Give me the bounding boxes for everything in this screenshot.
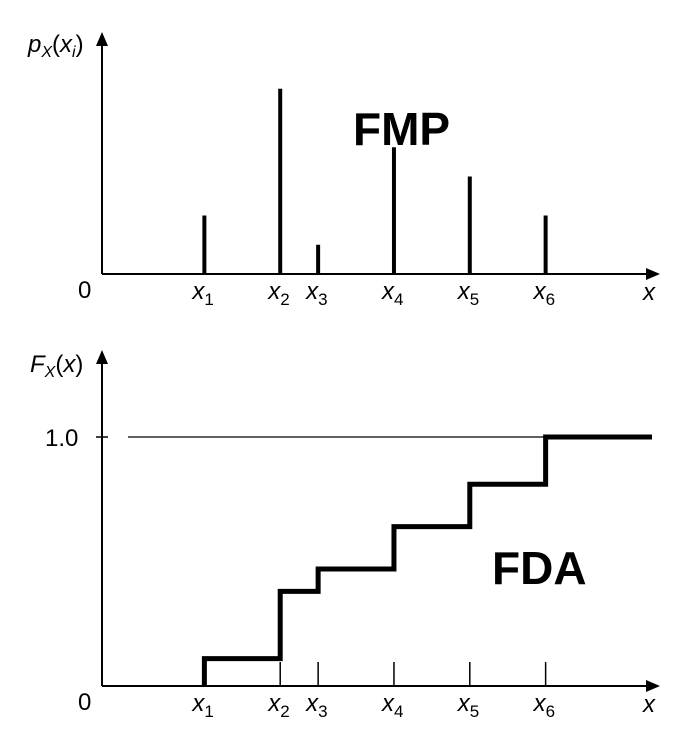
pmf-tick-label-5: x5 [457,278,479,309]
pmf-tick-labels: x1 x2 x3 x4 x5 x6 [191,278,555,309]
cdf-tick-label-2: x2 [267,690,289,721]
pmf-tick-label-6: x6 [533,278,555,309]
pmf-bars [202,88,548,274]
pmf-tick-label-1: x1 [191,278,213,309]
cdf-tick-label-5: x5 [457,690,479,721]
pmf-x-axis-arrow [646,268,660,280]
cdf-tick-label-3: x3 [305,690,327,721]
cdf-step-line [201,434,652,686]
pmf-tick-label-4: x4 [381,278,403,309]
cdf-origin-label: 0 [78,689,91,716]
pmf-origin-label: 0 [78,277,91,304]
cdf-x-axis-label: x [642,691,656,718]
pmf-y-axis-label: pX(xi) [27,31,84,61]
cdf-y-axis-label: FX(x) [30,351,83,381]
cdf-ytick-label: 1.0 [45,425,78,452]
cdf-chart: 0 x FX(x) 1.0 FDA x1 x2 x3 x4 x5 x6 [30,350,660,721]
pmf-x-axis-label: x [642,279,656,306]
cdf-tick-label-4: x4 [381,690,403,721]
cdf-tick-marks [203,662,547,686]
pmf-chart: 0 x pX(xi) FMP x1 x2 x3 x4 x5 x6 [27,31,660,309]
cdf-title: FDA [492,542,587,594]
cdf-tick-label-1: x1 [191,690,213,721]
pmf-y-axis-arrow [96,32,108,46]
pmf-tick-label-3: x3 [305,278,327,309]
cdf-tick-label-6: x6 [533,690,555,721]
cdf-y-axis-arrow [96,350,108,364]
cdf-x-axis-arrow [646,680,660,692]
pmf-title: FMP [353,103,450,155]
pmf-tick-label-2: x2 [267,278,289,309]
cdf-tick-labels: x1 x2 x3 x4 x5 x6 [191,690,555,721]
